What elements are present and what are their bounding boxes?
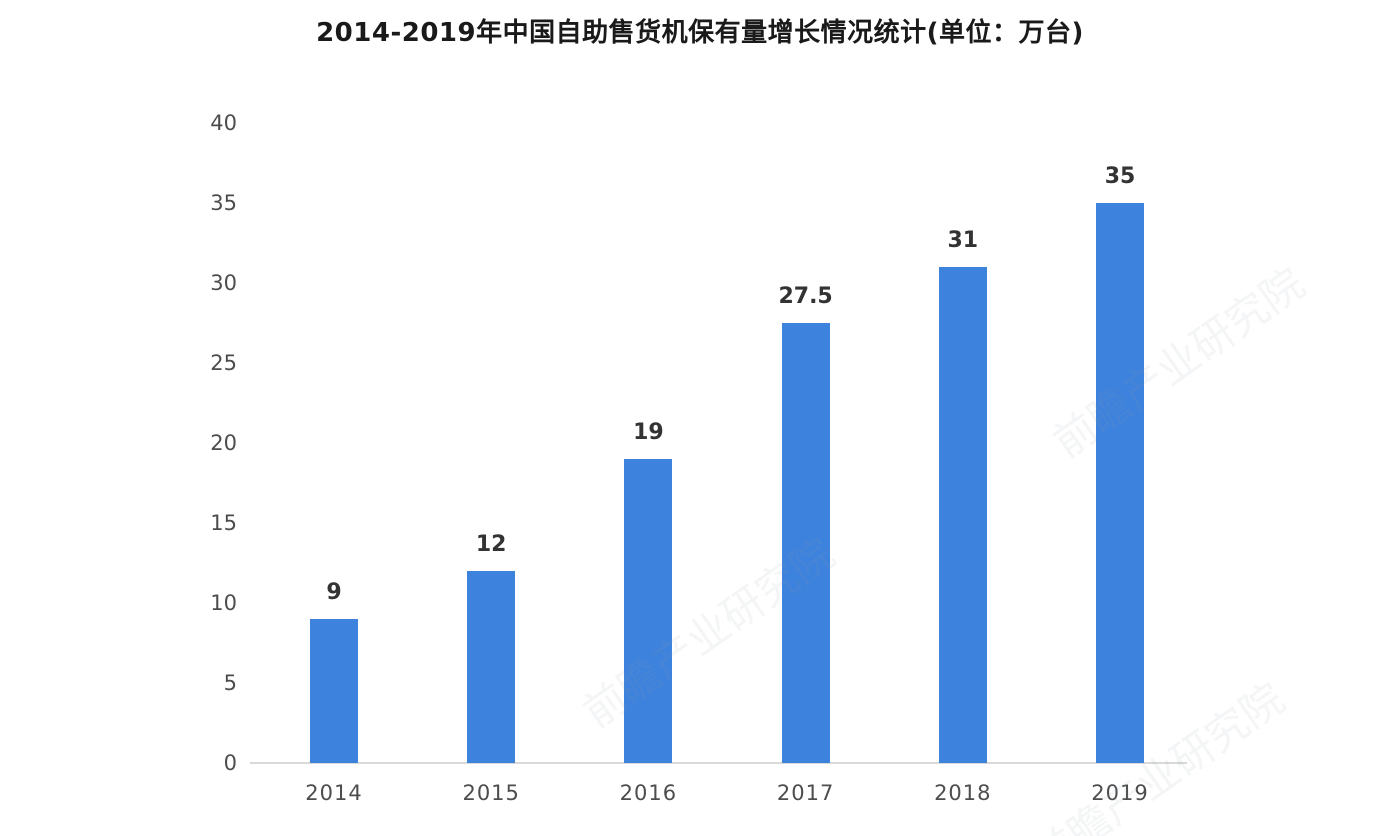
y-tick-label: 30 (210, 271, 237, 295)
bar-value-label: 9 (326, 580, 342, 605)
bar (467, 571, 516, 763)
bar-value-label: 12 (475, 532, 507, 557)
bar-value-label: 19 (633, 420, 664, 445)
y-tick-label: 15 (210, 511, 237, 535)
x-tick-label: 2014 (305, 781, 363, 805)
x-tick-label: 2017 (776, 781, 835, 805)
y-tick-label: 5 (223, 671, 237, 695)
bar (624, 459, 673, 763)
bar-value-label: 35 (1104, 164, 1136, 189)
y-tick-label: 40 (210, 111, 237, 135)
bar-value-label: 31 (947, 228, 979, 253)
y-tick-label: 10 (210, 591, 237, 615)
x-tick-label: 2018 (934, 781, 992, 805)
bar-value-label: 27.5 (778, 284, 833, 309)
bar (938, 267, 987, 763)
watermark-text: 前瞻产业研究院 (1044, 258, 1314, 468)
bar (310, 619, 358, 763)
x-tick-label: 2015 (462, 781, 520, 805)
bar (1096, 203, 1144, 763)
x-tick-label: 2019 (1091, 781, 1149, 805)
y-tick-label: 0 (223, 751, 237, 775)
y-tick-label: 35 (210, 191, 237, 215)
y-tick-label: 25 (210, 351, 237, 375)
bar (781, 323, 830, 763)
x-axis-line (250, 762, 1187, 764)
x-tick-label: 2016 (619, 781, 678, 805)
y-tick-label: 20 (210, 431, 237, 455)
chart-title: 2014-2019年中国自助售货机保有量增长情况统计(单位：万台) (316, 18, 1084, 48)
watermark-text: 前瞻产业研究院 (1024, 673, 1294, 836)
